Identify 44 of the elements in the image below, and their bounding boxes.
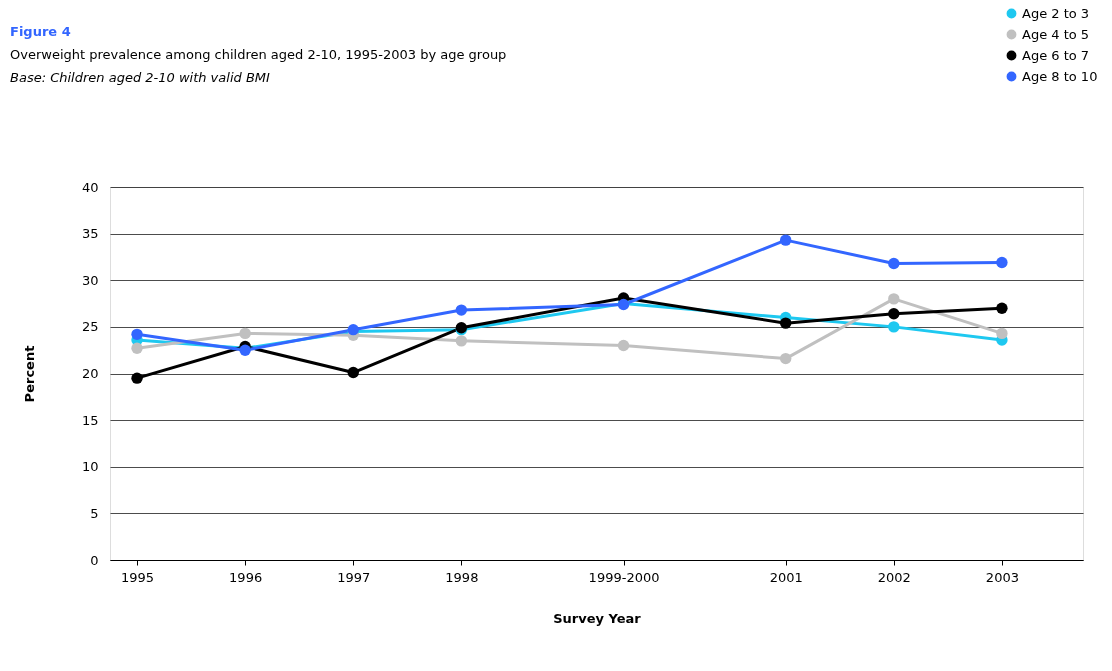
point [131,328,143,341]
point [239,327,251,340]
legend-label: Age 8 to 10 [1022,68,1098,84]
y-tick-label: 40 [81,179,99,195]
y-tick-label: 25 [81,319,99,335]
y-tick-label: 30 [81,272,99,288]
point [996,256,1008,269]
x-tick-label: 1995 [120,569,155,585]
point [779,352,792,365]
point [888,257,900,270]
point [455,335,468,347]
point [455,304,468,316]
legend-label: Age 2 to 3 [1022,5,1090,21]
legend-label: Age 6 to 7 [1022,47,1090,63]
point [617,339,630,352]
chart-title: Figure 4 [10,24,71,39]
y-tick-label: 15 [81,412,99,428]
x-tick-label: 1999-2000 [588,569,660,585]
point [131,372,143,384]
point [888,308,900,320]
point [888,321,900,333]
point [779,317,792,329]
x-axis-title: Survey Year [553,610,642,626]
x-tick-label: 1998 [445,569,479,585]
point [779,234,792,246]
x-tick-label: 2003 [985,569,1019,585]
x-tick-label: 2002 [877,569,911,585]
point [131,342,143,355]
y-tick-label: 0 [90,552,99,568]
y-axis-title: Percent [21,345,37,403]
point [996,327,1008,340]
point [996,302,1008,314]
x-tick-label: 1997 [337,569,371,585]
point [347,366,359,379]
y-tick-label: 5 [90,505,99,521]
chart-subtitle: Overweight prevalence among children aged 2-10, 1995-2003 by age group [10,47,507,62]
legend-label: Age 4 to 5 [1022,26,1090,42]
x-tick-label: 1996 [229,569,263,585]
point [888,293,900,305]
y-tick-label: 35 [81,226,99,242]
x-tick-label: 2001 [769,569,803,585]
y-tick-label: 20 [81,366,99,381]
y-tick-label: 10 [81,459,99,475]
text: Base: Children aged 2-10 with valid BMI [10,70,271,85]
